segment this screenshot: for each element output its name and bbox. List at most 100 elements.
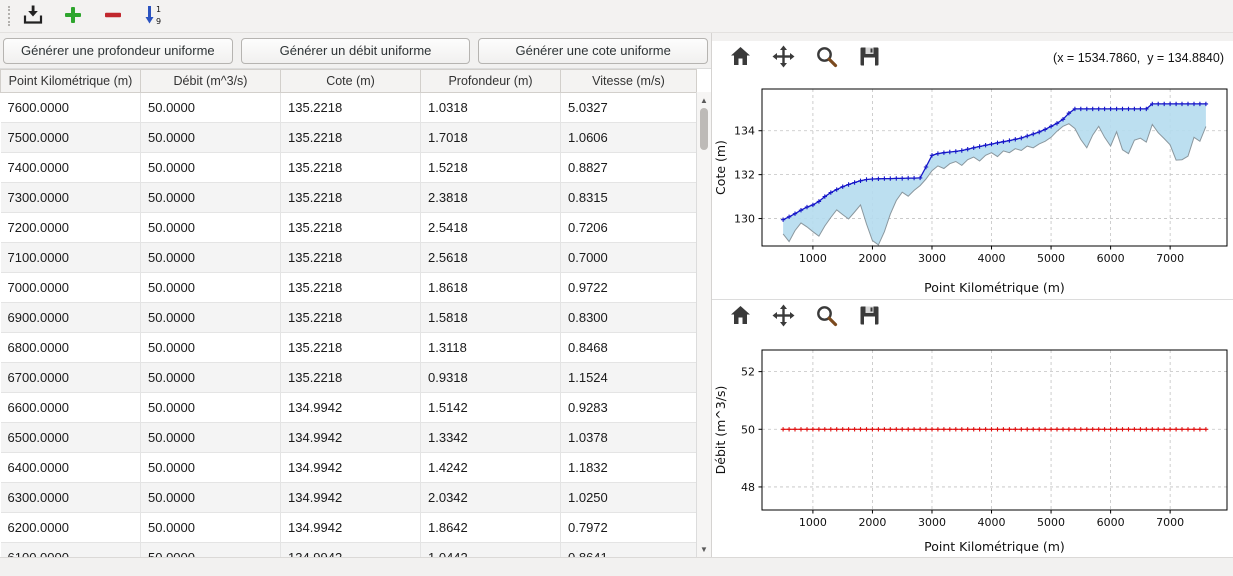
save-figure-button[interactable] (855, 44, 883, 72)
table-cell[interactable]: 135.2218 (280, 152, 421, 183)
pan-button[interactable] (769, 303, 797, 331)
table-cell[interactable]: 50.0000 (140, 542, 281, 557)
table-cell[interactable]: 50.0000 (140, 302, 281, 333)
table-cell[interactable]: 6400.0000 (0, 452, 141, 483)
zoom-button[interactable] (812, 303, 840, 331)
table-cell[interactable]: 1.5218 (420, 152, 561, 183)
table-cell[interactable]: 0.8315 (560, 182, 697, 213)
table-cell[interactable]: 135.2218 (280, 122, 421, 153)
table-cell[interactable]: 0.8827 (560, 152, 697, 183)
table-cell[interactable]: 50.0000 (140, 272, 281, 303)
table-cell[interactable]: 50.0000 (140, 332, 281, 363)
pan-button[interactable] (769, 44, 797, 72)
table-cell[interactable]: 135.2218 (280, 272, 421, 303)
toolbar-handle[interactable] (8, 6, 10, 26)
table-cell[interactable]: 135.2218 (280, 302, 421, 333)
sort-button[interactable]: 1 9 (140, 3, 166, 29)
column-header[interactable]: Point Kilométrique (m) (0, 69, 141, 93)
table-row[interactable]: 7000.0000 50.0000 135.2218 1.8618 0.9722 (0, 272, 697, 303)
table-cell[interactable]: 1.3342 (420, 422, 561, 453)
table-cell[interactable]: 0.9318 (420, 362, 561, 393)
table-cell[interactable]: 1.4242 (420, 452, 561, 483)
table-cell[interactable]: 1.0606 (560, 122, 697, 153)
zoom-button[interactable] (812, 44, 840, 72)
table-cell[interactable]: 135.2218 (280, 242, 421, 273)
table-cell[interactable]: 50.0000 (140, 212, 281, 243)
table-cell[interactable]: 0.8468 (560, 332, 697, 363)
scroll-down-arrow[interactable]: ▼ (700, 544, 708, 554)
table-cell[interactable]: 135.2218 (280, 362, 421, 393)
table-cell[interactable]: 7000.0000 (0, 272, 141, 303)
table-cell[interactable]: 7200.0000 (0, 212, 141, 243)
table-cell[interactable]: 0.9283 (560, 392, 697, 423)
debit-chart[interactable]: 1000 2000 3000 4000 5000 6000 7000 48 50 52 Point … (712, 334, 1233, 557)
table-cell[interactable]: 6800.0000 (0, 332, 141, 363)
table-cell[interactable]: 1.8618 (420, 272, 561, 303)
table-cell[interactable]: 50.0000 (140, 422, 281, 453)
table-cell[interactable]: 135.2218 (280, 182, 421, 213)
table-row[interactable]: 7600.0000 50.0000 135.2218 1.0318 5.0327 (0, 92, 697, 123)
scroll-up-arrow[interactable]: ▲ (700, 95, 708, 105)
table-row[interactable]: 6900.0000 50.0000 135.2218 1.5818 0.8300 (0, 302, 697, 333)
column-header[interactable]: Débit (m^3/s) (140, 69, 281, 93)
table-cell[interactable]: 1.0250 (560, 482, 697, 513)
table-cell[interactable]: 50.0000 (140, 242, 281, 273)
home-button[interactable] (726, 303, 754, 331)
table-cell[interactable]: 134.9942 (280, 452, 421, 483)
table-cell[interactable]: 1.1524 (560, 362, 697, 393)
table-cell[interactable]: 6600.0000 (0, 392, 141, 423)
generate-flow-button[interactable]: Générer un débit uniforme (240, 37, 471, 64)
table-cell[interactable]: 7600.0000 (0, 92, 141, 123)
table-row[interactable]: 6500.0000 50.0000 134.9942 1.3342 1.0378 (0, 422, 697, 453)
table-cell[interactable]: 6500.0000 (0, 422, 141, 453)
table-cell[interactable]: 2.5418 (420, 212, 561, 243)
table-cell[interactable]: 135.2218 (280, 92, 421, 123)
add-row-button[interactable] (60, 3, 86, 29)
table-cell[interactable]: 6200.0000 (0, 512, 141, 543)
table-cell[interactable]: 7500.0000 (0, 122, 141, 153)
table-cell[interactable]: 134.9942 (280, 392, 421, 423)
column-header[interactable]: Vitesse (m/s) (560, 69, 697, 93)
table-cell[interactable]: 135.2218 (280, 332, 421, 363)
column-header[interactable]: Profondeur (m) (420, 69, 561, 93)
table-cell[interactable]: 1.0318 (420, 92, 561, 123)
download-button[interactable] (20, 3, 46, 29)
table-row[interactable]: 6700.0000 50.0000 135.2218 0.9318 1.1524 (0, 362, 697, 393)
table-row[interactable]: 7300.0000 50.0000 135.2218 2.3818 0.8315 (0, 182, 697, 213)
table-row[interactable]: 7500.0000 50.0000 135.2218 1.7018 1.0606 (0, 122, 697, 153)
table-cell[interactable]: 1.5818 (420, 302, 561, 333)
table-cell[interactable]: 2.5618 (420, 242, 561, 273)
table-row[interactable]: 7100.0000 50.0000 135.2218 2.5618 0.7000 (0, 242, 697, 273)
table-cell[interactable]: 0.7000 (560, 242, 697, 273)
home-button[interactable] (726, 44, 754, 72)
table-cell[interactable]: 0.7972 (560, 512, 697, 543)
table-cell[interactable]: 1.1832 (560, 452, 697, 483)
table-cell[interactable]: 7400.0000 (0, 152, 141, 183)
remove-row-button[interactable] (100, 3, 126, 29)
table-cell[interactable]: 6700.0000 (0, 362, 141, 393)
scrollbar-thumb[interactable] (700, 108, 708, 150)
table-row[interactable]: 6200.0000 50.0000 134.9942 1.8642 0.7972 (0, 512, 697, 543)
table-cell[interactable]: 1.7018 (420, 122, 561, 153)
table-row[interactable]: 6300.0000 50.0000 134.9942 2.0342 1.0250 (0, 482, 697, 513)
table-cell[interactable]: 1.8642 (420, 512, 561, 543)
table-cell[interactable]: 0.9722 (560, 272, 697, 303)
table-cell[interactable]: 134.9942 (280, 422, 421, 453)
table-cell[interactable]: 7100.0000 (0, 242, 141, 273)
table-cell[interactable]: 50.0000 (140, 362, 281, 393)
table-cell[interactable]: 134.9942 (280, 542, 421, 557)
column-header[interactable]: Cote (m) (280, 69, 421, 93)
table-cell[interactable]: 2.3818 (420, 182, 561, 213)
table-cell[interactable]: 5.0327 (560, 92, 697, 123)
table-cell[interactable]: 1.0442 (420, 542, 561, 557)
table-cell[interactable]: 1.3118 (420, 332, 561, 363)
table-row[interactable]: 6600.0000 50.0000 134.9942 1.5142 0.9283 (0, 392, 697, 423)
save-figure-button[interactable] (855, 303, 883, 331)
table-cell[interactable]: 6300.0000 (0, 482, 141, 513)
table-cell[interactable]: 50.0000 (140, 512, 281, 543)
table-cell[interactable]: 1.5142 (420, 392, 561, 423)
table-cell[interactable]: 50.0000 (140, 122, 281, 153)
table-cell[interactable]: 135.2218 (280, 212, 421, 243)
table-row[interactable]: 7200.0000 50.0000 135.2218 2.5418 0.7206 (0, 212, 697, 243)
